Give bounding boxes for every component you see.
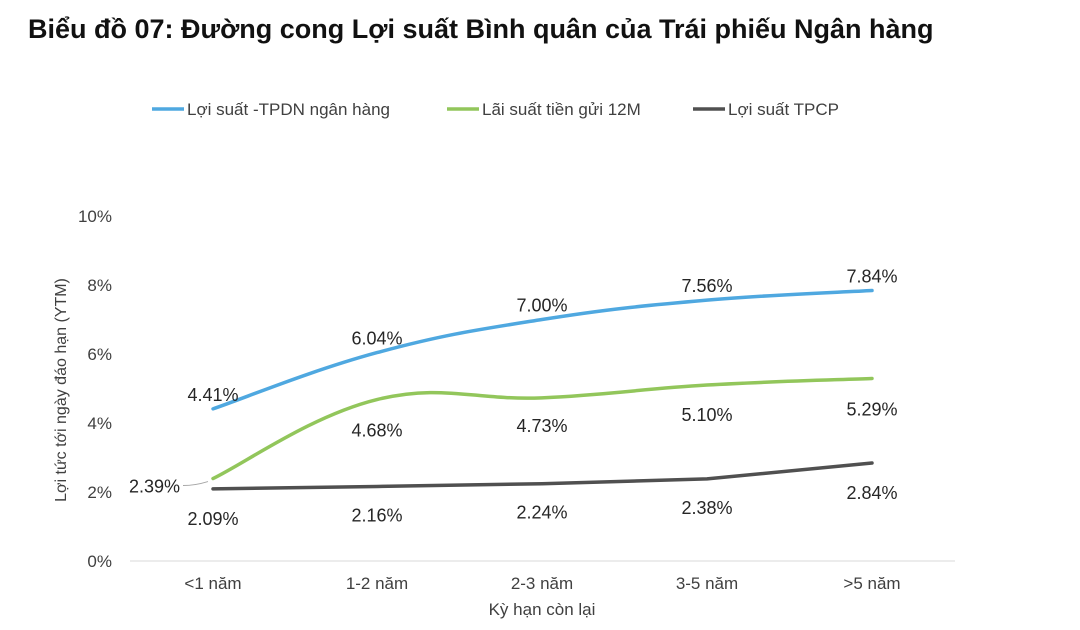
x-axis: <1 năm 1-2 năm 2-3 năm 3-5 năm >5 năm <box>184 574 900 593</box>
legend: Lợi suất -TPDN ngân hàng Lãi suất tiền gử… <box>152 100 839 119</box>
legend-entry: Lãi suất tiền gửi 12M <box>482 100 641 119</box>
x-tick-label: <1 năm <box>184 574 241 593</box>
x-tick-label: 3-5 năm <box>676 574 738 593</box>
series-lines <box>211 288 874 491</box>
data-label: 5.10% <box>681 405 732 425</box>
data-label: 2.24% <box>516 503 567 523</box>
data-label: 4.41% <box>187 385 238 405</box>
x-tick-label: >5 năm <box>843 574 900 593</box>
data-label: 7.84% <box>846 267 897 287</box>
data-label: 4.73% <box>516 416 567 436</box>
label-leader-line <box>182 481 209 487</box>
data-label: 2.16% <box>351 505 402 525</box>
data-label: 2.38% <box>681 498 732 518</box>
y-tick-label: 4% <box>87 414 112 433</box>
data-label: 6.04% <box>351 329 402 349</box>
series-line-tpdn <box>211 288 874 411</box>
legend-entry: Lợi suất TPCP <box>728 100 839 119</box>
data-label: 4.68% <box>351 421 402 441</box>
y-axis-title: Lợi tức tới ngày đáo hạn (YTM) <box>53 278 70 502</box>
y-tick-label: 8% <box>87 276 112 295</box>
data-label: 2.84% <box>846 483 897 503</box>
legend-entry: Lợi suất -TPDN ngân hàng <box>187 100 390 119</box>
y-axis: 0% 2% 4% 6% 8% 10% <box>78 207 112 571</box>
data-labels: 4.41% 6.04% 7.00% 7.56% 7.84% 2.39% 4.68% 4.73%… <box>129 267 898 529</box>
data-label: 7.56% <box>681 276 732 296</box>
data-label: 2.09% <box>187 509 238 529</box>
chart-title: Biểu đồ 07: Đường cong Lợi suất Bình quâ… <box>28 14 934 44</box>
data-label: 2.39% <box>129 477 180 497</box>
series-line-tpcp <box>211 461 874 491</box>
y-tick-label: 10% <box>78 207 112 226</box>
y-tick-label: 2% <box>87 483 112 502</box>
y-tick-label: 0% <box>87 552 112 571</box>
x-axis-title: Kỳ hạn còn lại <box>489 600 596 619</box>
x-tick-label: 2-3 năm <box>511 574 573 593</box>
series-line-deposit <box>211 376 874 481</box>
y-tick-label: 6% <box>87 345 112 364</box>
x-tick-label: 1-2 năm <box>346 574 408 593</box>
data-label: 5.29% <box>846 399 897 419</box>
data-label: 7.00% <box>516 296 567 316</box>
